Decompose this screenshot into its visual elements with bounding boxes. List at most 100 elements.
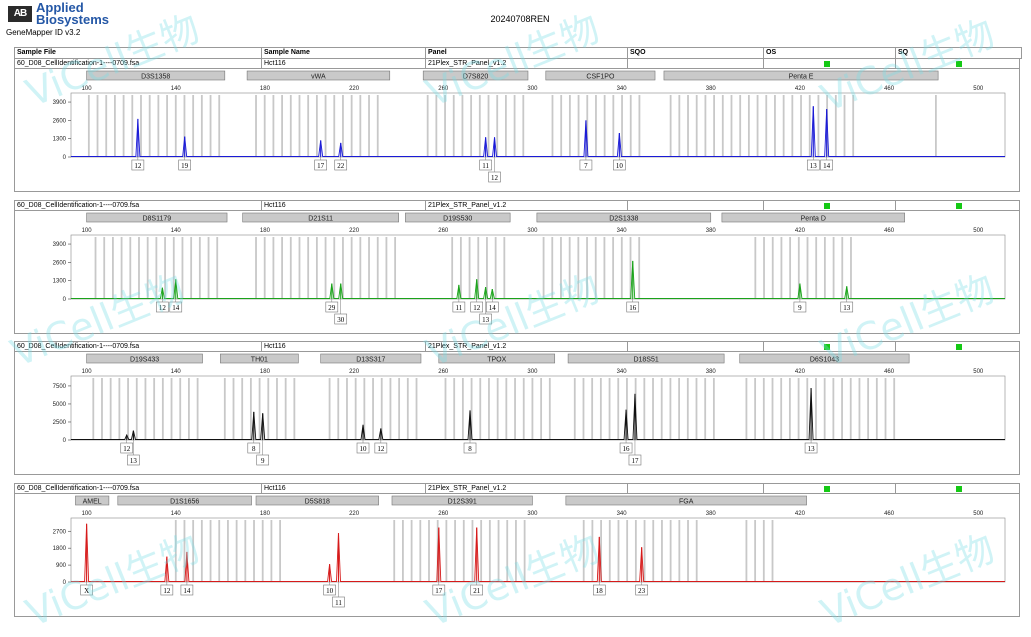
column-sample-name[interactable]: Sample Name bbox=[261, 48, 425, 58]
bin-line bbox=[595, 95, 597, 157]
marker-label: D19S530 bbox=[443, 215, 472, 222]
column-sq[interactable]: SQ bbox=[895, 48, 1019, 58]
bin-line bbox=[192, 520, 195, 582]
marker-label: vWA bbox=[311, 73, 326, 80]
bin-line bbox=[452, 95, 455, 157]
bin-line bbox=[832, 378, 835, 440]
allele-call-box bbox=[356, 442, 370, 454]
marker-bar bbox=[86, 212, 228, 223]
x-tick-label: 380 bbox=[706, 511, 717, 517]
logo-line-2: Biosystems bbox=[36, 12, 109, 27]
bin-line bbox=[138, 237, 140, 299]
column-os[interactable]: OS bbox=[763, 48, 895, 58]
x-tick-label: 460 bbox=[884, 369, 895, 375]
bin-line bbox=[797, 378, 800, 440]
bin-line bbox=[380, 378, 383, 440]
allele-call-box bbox=[806, 159, 820, 171]
x-tick-label: 500 bbox=[973, 369, 984, 375]
bin-line bbox=[227, 520, 229, 582]
bin-line bbox=[480, 520, 483, 582]
allele-call-label: 7 bbox=[584, 162, 588, 170]
y-tick-label: 900 bbox=[56, 563, 67, 569]
bin-line bbox=[621, 95, 623, 157]
bin-line bbox=[617, 378, 620, 440]
marker-bar bbox=[739, 353, 910, 364]
x-tick-label: 140 bbox=[171, 369, 182, 375]
bin-line bbox=[771, 237, 774, 299]
bin-line bbox=[488, 378, 490, 440]
logo-line-1: Applied bbox=[36, 0, 84, 15]
bin-line bbox=[800, 95, 802, 157]
bin-line bbox=[875, 378, 878, 440]
bin-line bbox=[852, 95, 855, 157]
bin-line bbox=[586, 95, 589, 157]
bin-line bbox=[337, 378, 340, 440]
x-tick-label: 260 bbox=[438, 369, 449, 375]
bin-line bbox=[135, 378, 138, 440]
allele-call-box bbox=[626, 301, 640, 313]
bin-line bbox=[514, 378, 516, 440]
sq-pass-flag-icon bbox=[956, 203, 962, 209]
bin-line bbox=[560, 237, 562, 299]
bin-line bbox=[586, 237, 588, 299]
allele-call-label: 13 bbox=[843, 304, 851, 312]
bin-line bbox=[858, 378, 861, 440]
bin-line bbox=[591, 520, 594, 582]
bin-line bbox=[333, 237, 336, 299]
marker-label: D6S1043 bbox=[810, 356, 839, 363]
allele-call-box bbox=[180, 584, 194, 596]
x-tick-label: 420 bbox=[795, 228, 806, 234]
column-sqo[interactable]: SQO bbox=[627, 48, 763, 58]
marker-label: Penta E bbox=[789, 73, 814, 80]
bin-line bbox=[200, 95, 203, 157]
allele-call-label: 10 bbox=[360, 445, 368, 453]
electropherogram-panel-green: 60_D08_CellIdentification-1----0709.fsa … bbox=[14, 200, 1020, 334]
bin-line bbox=[568, 237, 571, 299]
bin-line bbox=[103, 237, 106, 299]
bin-line bbox=[200, 520, 203, 582]
allele-call-box bbox=[256, 454, 270, 466]
bin-line bbox=[428, 520, 430, 582]
bin-line bbox=[815, 378, 817, 440]
allele-call-box bbox=[314, 159, 327, 171]
column-sample-file[interactable]: Sample File bbox=[17, 49, 56, 56]
x-tick-label: 500 bbox=[973, 86, 984, 92]
marker-label: TH01 bbox=[251, 356, 268, 363]
bin-line bbox=[479, 378, 482, 440]
marker-bar bbox=[438, 353, 556, 364]
bin-line bbox=[155, 237, 158, 299]
allele-call-box bbox=[470, 584, 483, 596]
marker-label: FGA bbox=[679, 498, 694, 505]
bin-line bbox=[444, 95, 446, 157]
sq-cell bbox=[895, 484, 1019, 493]
x-tick-label: 300 bbox=[527, 369, 538, 375]
bin-line bbox=[406, 378, 409, 440]
bin-line bbox=[109, 378, 112, 440]
bin-line bbox=[661, 520, 663, 582]
bin-line bbox=[626, 378, 628, 440]
allele-call-label: 12 bbox=[159, 304, 167, 312]
bin-line bbox=[198, 237, 201, 299]
bin-line bbox=[253, 520, 255, 582]
allele-call-label: 12 bbox=[134, 162, 142, 170]
bin-line bbox=[359, 237, 362, 299]
x-tick-label: 180 bbox=[260, 511, 271, 517]
bin-line bbox=[634, 520, 637, 582]
marker-label: D18S51 bbox=[633, 356, 658, 363]
allele-call-box bbox=[488, 171, 501, 183]
bin-line bbox=[488, 520, 491, 582]
allele-call-box bbox=[169, 301, 183, 313]
bin-line bbox=[695, 95, 698, 157]
allele-call-box bbox=[613, 159, 626, 171]
bin-line bbox=[394, 237, 397, 299]
x-tick-label: 180 bbox=[260, 369, 271, 375]
column-panel[interactable]: Panel bbox=[425, 48, 627, 58]
bin-line bbox=[713, 95, 716, 157]
sample-file-value: 60_D08_CellIdentification-1----0709.fsa bbox=[17, 343, 140, 350]
bin-line bbox=[398, 378, 401, 440]
allele-call-label: 12 bbox=[491, 174, 499, 182]
bin-line bbox=[849, 378, 852, 440]
y-tick-label: 0 bbox=[63, 155, 67, 161]
x-tick-label: 500 bbox=[973, 228, 984, 234]
bin-line bbox=[687, 520, 689, 582]
